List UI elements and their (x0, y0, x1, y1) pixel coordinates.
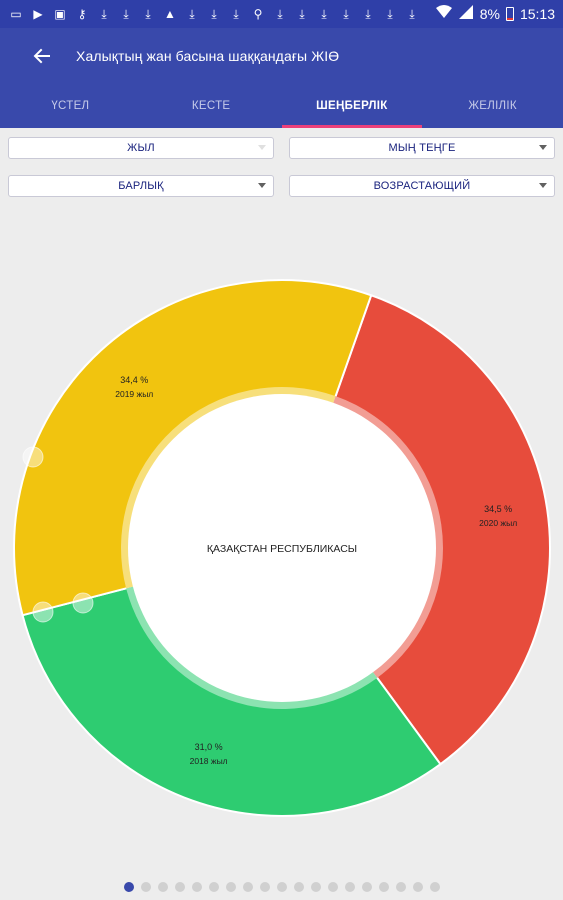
download-icon: ⤓ (123, 7, 129, 21)
tab-bar: ҮСТЕЛ КЕСТЕ ШЕҢБЕРЛІК ЖЕЛІЛІК (0, 84, 563, 128)
tab-pie-chart[interactable]: ШЕҢБЕРЛІК (281, 84, 423, 128)
chevron-down-icon (258, 145, 266, 150)
tab-label: ЖЕЛІЛІК (468, 100, 517, 112)
slice-category-label: 2018 жыл (190, 756, 228, 766)
page-dot[interactable] (140, 882, 151, 892)
tab-line-chart[interactable]: ЖЕЛІЛІК (422, 84, 563, 128)
signal-icon (458, 5, 474, 23)
page-dot[interactable] (395, 882, 406, 892)
tab-label: ҮСТЕЛ (51, 100, 90, 112)
sort-select[interactable]: ВОЗРАСТАЮЩИЙ (289, 175, 555, 197)
key-icon: ⚷ (77, 7, 87, 21)
sort-select-value: ВОЗРАСТАЮЩИЙ (373, 180, 471, 192)
page-dot[interactable] (293, 882, 304, 892)
page-dot[interactable] (191, 882, 202, 892)
scope-select[interactable]: БАРЛЫҚ (8, 175, 274, 197)
youtube-icon: ▶ (33, 7, 43, 21)
wifi-icon (435, 5, 452, 23)
unit-select-value: МЫҢ ТЕҢГЕ (388, 142, 456, 154)
page-dot[interactable] (276, 882, 287, 892)
arrow-left-icon (33, 48, 50, 64)
download-icon: ⤓ (321, 7, 327, 21)
page-dot[interactable] (327, 882, 338, 892)
chart-center-label: ҚАЗАҚСТАН РЕСПУБЛИКАСЫ (207, 543, 357, 555)
page-indicator (0, 882, 563, 894)
download-icon: ⤓ (343, 7, 349, 21)
touch-indicator (32, 601, 54, 623)
page-dot[interactable] (344, 882, 355, 892)
scope-select-value: БАРЛЫҚ (118, 180, 164, 192)
page-dot[interactable] (429, 882, 440, 892)
clock: 15:13 (519, 6, 555, 22)
page-dot[interactable] (259, 882, 270, 892)
page-dot[interactable] (123, 882, 134, 892)
page-dot[interactable] (208, 882, 219, 892)
status-bar: ▭ ▶ ▣ ⚷ ⤓ ⤓ ⤓ ▲ ⤓ ⤓ ⤓ ⚲ ⤓ ⤓ ⤓ ⤓ ⤓ ⤓ ⤓ 8% 15:13 (0, 0, 563, 28)
page-title: Халықтың жан басына шаққандағы ЖІӨ (76, 48, 340, 64)
slice-category-label: 2020 жыл (479, 518, 517, 528)
back-button[interactable] (22, 36, 62, 76)
message-icon: ▭ (10, 7, 22, 21)
slice-category-label: 2019 жыл (115, 389, 153, 399)
download-icon: ⤓ (277, 7, 283, 21)
battery-icon (505, 7, 514, 21)
page-dot[interactable] (157, 882, 168, 892)
unit-select[interactable]: МЫҢ ТЕҢГЕ (289, 137, 555, 159)
download-icon: ⤓ (365, 7, 371, 21)
period-select[interactable]: ЖЫЛ (8, 137, 274, 159)
usb-icon: ⚲ (253, 7, 263, 21)
download-icon: ⤓ (233, 7, 239, 21)
tab-label: ШЕҢБЕРЛІК (316, 100, 388, 112)
page-dot[interactable] (361, 882, 372, 892)
slice-value-label: 34,5 % (484, 504, 512, 514)
download-icon: ⤓ (101, 7, 107, 21)
chevron-down-icon (539, 183, 547, 188)
touch-indicator (22, 446, 44, 468)
tab-schedule[interactable]: КЕСТЕ (141, 84, 282, 128)
donut-chart: ҚАЗАҚСТАН РЕСПУБЛИКАСЫ 34,5 % 2020 жыл 31,… (13, 279, 551, 817)
download-icon: ⤓ (409, 7, 415, 21)
page-dot[interactable] (310, 882, 321, 892)
chart-center-hole (128, 394, 436, 702)
chevron-down-icon (539, 145, 547, 150)
chevron-down-icon (258, 183, 266, 188)
download-icon: ⤓ (387, 7, 393, 21)
tab-label: КЕСТЕ (191, 100, 231, 112)
page-dot[interactable] (225, 882, 236, 892)
app-bar: Халықтың жан басына шаққандағы ЖІӨ (0, 28, 563, 84)
tab-table[interactable]: ҮСТЕЛ (0, 84, 141, 128)
download-icon: ⤓ (189, 7, 195, 21)
touch-indicator (72, 592, 94, 614)
period-select-value: ЖЫЛ (127, 142, 155, 154)
page-dot[interactable] (174, 882, 185, 892)
slice-value-label: 31,0 % (195, 742, 223, 752)
download-icon: ⤓ (145, 7, 151, 21)
notification-icons: ▭ ▶ ▣ ⚷ ⤓ ⤓ ⤓ ▲ ⤓ ⤓ ⤓ ⚲ ⤓ ⤓ ⤓ ⤓ ⤓ ⤓ ⤓ (8, 6, 420, 22)
slice-value-label: 34,4 % (120, 375, 148, 385)
page-dot[interactable] (412, 882, 423, 892)
image-icon: ▣ (54, 7, 66, 21)
page-dot[interactable] (242, 882, 253, 892)
page-dot[interactable] (378, 882, 389, 892)
warning-icon: ▲ (164, 7, 176, 21)
download-icon: ⤓ (211, 7, 217, 21)
battery-percent: 8% (479, 6, 500, 22)
download-icon: ⤓ (299, 7, 305, 21)
